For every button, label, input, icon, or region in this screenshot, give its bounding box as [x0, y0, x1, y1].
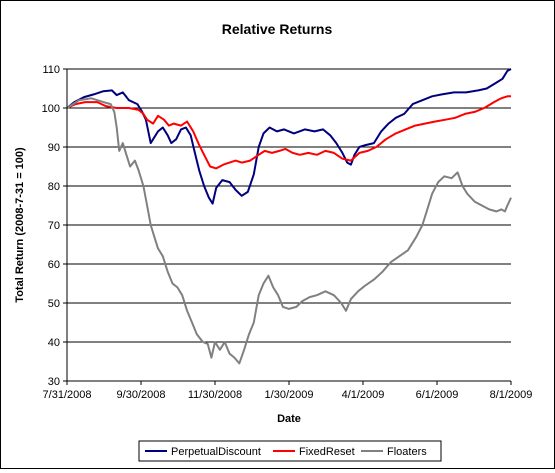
legend: PerpetualDiscount FixedReset Floaters — [138, 440, 442, 462]
x-axis-ticks: 7/31/2008 9/30/2008 11/30/2008 1/30/2009 4/1… — [43, 381, 533, 401]
series-line-perpetualdiscount — [66, 68, 512, 205]
y-tick-label: 100 — [42, 103, 60, 115]
y-tick-label: 40 — [48, 337, 60, 349]
y-tick-label: 90 — [48, 142, 60, 154]
y-tick-label: 70 — [48, 220, 60, 232]
x-tick-label: 6/1/2009 — [416, 389, 459, 401]
y-axis-ticks: 30 40 50 60 70 80 90 100 110 — [42, 64, 67, 388]
series-line-fixedreset — [66, 95, 511, 170]
y-axis-label: Total Return (2008-7-31 = 100) — [14, 147, 26, 303]
legend-label: PerpetualDiscount — [171, 446, 261, 458]
x-tick-label: 9/30/2008 — [117, 389, 166, 401]
y-tick-label: 30 — [48, 376, 60, 388]
x-tick-label: 11/30/2008 — [188, 389, 242, 401]
x-tick-label: 4/1/2009 — [342, 389, 385, 401]
legend-label: FixedReset — [299, 446, 355, 458]
x-tick-label: 8/1/2009 — [490, 389, 533, 401]
series-line-floaters — [66, 97, 512, 365]
y-tick-label: 80 — [48, 181, 60, 193]
gridlines — [67, 68, 511, 343]
x-axis-label: Date — [277, 413, 301, 425]
y-tick-label: 50 — [48, 298, 60, 310]
series-layer — [66, 68, 512, 365]
x-tick-label: 1/30/2009 — [265, 389, 314, 401]
axes — [66, 69, 511, 382]
y-tick-label: 60 — [48, 259, 60, 271]
y-tick-label: 110 — [42, 64, 60, 76]
chart-title: Relative Returns — [222, 21, 333, 37]
legend-label: Floaters — [387, 446, 427, 458]
x-tick-label: 7/31/2008 — [43, 389, 92, 401]
